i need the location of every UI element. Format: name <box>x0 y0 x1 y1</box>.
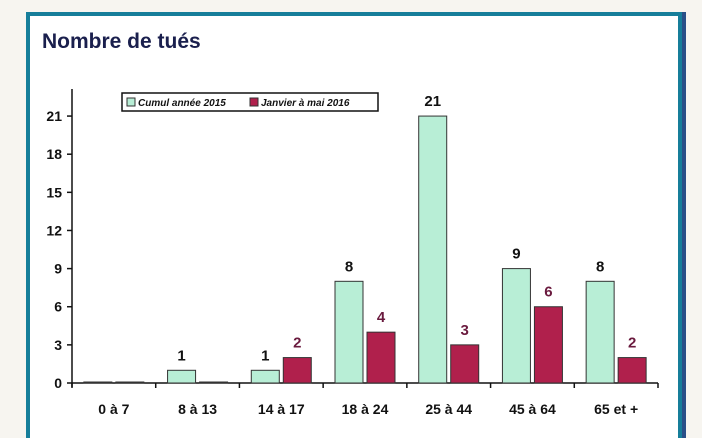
x-tick-label: 65 et + <box>594 401 638 417</box>
y-tick-label: 3 <box>54 337 62 353</box>
bar-cumul-2015 <box>167 369 197 384</box>
bar-cumul-2015 <box>83 381 113 384</box>
bar-janvier-mai-2016 <box>450 344 480 384</box>
bar-value-label: 3 <box>461 322 469 339</box>
bar-value-label: 21 <box>424 93 441 110</box>
y-tick-label: 15 <box>46 184 62 200</box>
legend-label-janvier-mai-2016: Janvier à mai 2016 <box>261 98 350 109</box>
legend-label-cumul-2015: Cumul année 2015 <box>138 98 226 109</box>
x-axis: 0 à 7 8 à 13 14 à 17 18 à 24 25 à 44 45 à 64 6… <box>71 382 659 417</box>
y-tick-label: 18 <box>46 146 62 162</box>
bar-cumul-2015 <box>250 369 280 384</box>
bar-value-label: 8 <box>345 258 353 275</box>
bar-value-label: 2 <box>628 335 636 352</box>
bars <box>83 115 647 384</box>
bar-janvier-mai-2016 <box>282 357 312 384</box>
bar-value-label: 2 <box>293 335 301 352</box>
chart-title: Nombre de tués <box>42 30 201 53</box>
bar-cumul-2015 <box>334 280 364 384</box>
y-tick-label: 0 <box>54 375 62 391</box>
bar-janvier-mai-2016 <box>199 381 229 384</box>
y-tick-label: 21 <box>46 108 62 124</box>
y-tick-label: 9 <box>54 261 62 277</box>
bar-value-label: 1 <box>261 347 269 364</box>
y-tick-label: 12 <box>46 222 62 238</box>
bar-janvier-mai-2016 <box>533 306 563 384</box>
bar-value-label: 8 <box>596 258 604 275</box>
bar-janvier-mai-2016 <box>366 331 396 384</box>
x-tick-label: 8 à 13 <box>178 401 217 417</box>
bar-cumul-2015 <box>585 280 615 384</box>
legend: Cumul année 2015 Janvier à mai 2016 <box>121 92 379 112</box>
legend-swatch-cumul-2015 <box>126 97 136 107</box>
y-axis: 0 3 6 9 12 15 18 21 <box>46 89 73 391</box>
x-tick-label: 45 à 64 <box>509 401 556 417</box>
bar-cumul-2015 <box>418 115 448 384</box>
legend-swatch-janvier-mai-2016 <box>249 97 259 107</box>
x-tick-label: 18 à 24 <box>342 401 389 417</box>
bar-value-label: 1 <box>177 347 185 364</box>
y-tick-label: 6 <box>54 299 62 315</box>
bar-value-label: 6 <box>544 284 552 301</box>
x-tick-label: 25 à 44 <box>425 401 472 417</box>
bar-value-label: 9 <box>512 246 520 263</box>
x-tick-label: 14 à 17 <box>258 401 305 417</box>
x-tick-label: 0 à 7 <box>98 401 129 417</box>
bar-janvier-mai-2016 <box>617 357 647 384</box>
bar-janvier-mai-2016 <box>115 381 145 384</box>
bar-value-label: 4 <box>377 309 386 326</box>
bar-cumul-2015 <box>501 268 531 384</box>
